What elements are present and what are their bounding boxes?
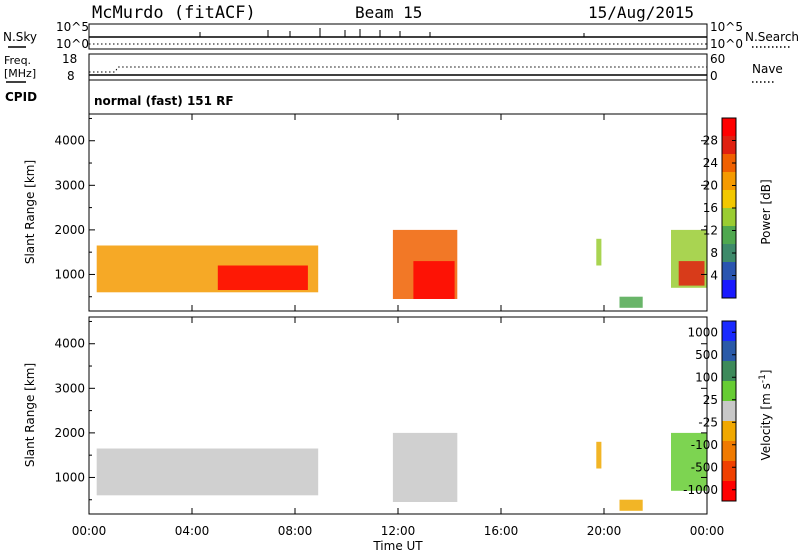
power-y-tick-label: 1000 (54, 267, 85, 281)
velocity-y-tick-label: 2000 (54, 426, 85, 440)
power-colorbar-swatch (722, 136, 736, 155)
velocity-echo-region (671, 432, 707, 491)
noise-left-tick-top: 10^5 (56, 20, 89, 34)
station-title: McMurdo (fitACF) (92, 3, 256, 23)
power-colorbar-swatch (722, 154, 736, 173)
power-echo-region (678, 261, 705, 286)
power-echo-region (217, 265, 308, 290)
power-y-axis-label: Slant Range [km] (23, 160, 37, 264)
nave-label: Nave (752, 62, 783, 76)
power-colorbar-tick-label: 8 (710, 246, 718, 260)
velocity-colorbar-tick-label: 25 (703, 393, 718, 407)
velocity-echo-region (596, 441, 602, 469)
velocity-colorbar-tick-label: -500 (691, 460, 718, 474)
power-y-tick-label: 2000 (54, 223, 85, 237)
velocity-colorbar-tick-label: 1000 (687, 325, 718, 339)
velocity-y-tick-label: 1000 (54, 470, 85, 484)
nave-tick-bottom: 0 (710, 69, 718, 83)
power-colorbar-swatch (722, 118, 736, 137)
power-colorbar-label: Power [dB] (759, 179, 773, 244)
velocity-y-tick-label: 4000 (54, 337, 85, 351)
date-title: 15/Aug/2015 (588, 3, 694, 22)
power-colorbar-tick-label: 12 (703, 224, 718, 238)
velocity-echo-region (392, 432, 458, 502)
cpid-mode: normal (fast) 151 RF (94, 94, 234, 108)
power-echo-region (619, 296, 643, 308)
power-y-tick-label: 3000 (54, 178, 85, 192)
velocity-colorbar-swatch (722, 321, 736, 342)
velocity-colorbar-swatch (722, 461, 736, 482)
velocity-colorbar-tick-label: -100 (691, 438, 718, 452)
power-colorbar-swatch (722, 208, 736, 227)
velocity-y-tick-label: 3000 (54, 381, 85, 395)
power-y-tick-label: 4000 (54, 134, 85, 148)
velocity-colorbar-tick-label: 500 (695, 348, 718, 362)
velocity-y-ticks: 1000 2000 3000 4000 (54, 317, 708, 514)
power-panel: 1000 2000 3000 4000 Slant Range [km] 4 8 12 16… (23, 113, 773, 312)
freq-unit-label: [MHz] (4, 67, 36, 80)
power-colorbar-tick-label: 16 (703, 201, 718, 215)
beam-title: Beam 15 (355, 3, 422, 22)
power-colorbar-swatch (722, 280, 736, 299)
power-colorbar-tick-label: 24 (703, 156, 718, 170)
x-tick-label: 16:00 (484, 524, 519, 538)
noise-right-tick-bottom: 10^0 (710, 37, 743, 51)
nave-tick-top: 60 (710, 52, 725, 66)
power-colorbar-tick-label: 28 (703, 134, 718, 148)
power-y-ticks: 1000 2000 3000 4000 (54, 114, 708, 311)
cpid-row: CPID normal (fast) 151 RF (5, 79, 708, 115)
velocity-colorbar-swatch (722, 401, 736, 422)
velocity-regions (96, 432, 707, 511)
noise-left-label: N.Sky (3, 30, 37, 44)
freq-label: Freq. (4, 54, 31, 67)
velocity-colorbar: 1000 500 100 25 -25 -100 -500 -1000 (683, 320, 737, 502)
power-colorbar: 4 8 12 16 20 24 28 (703, 117, 737, 299)
noise-right-tick-top: 10^5 (710, 20, 743, 34)
x-axis-label: Time UT (372, 539, 423, 553)
velocity-colorbar-swatch (722, 441, 736, 462)
x-tick-label: 08:00 (278, 524, 313, 538)
noise-spikes (199, 28, 585, 37)
power-echo-region (413, 261, 455, 299)
velocity-colorbar-swatch (722, 341, 736, 362)
velocity-echo-region (96, 448, 319, 496)
velocity-panel: 1000 2000 3000 4000 Slant Range [km] 1000 50… (23, 316, 773, 515)
power-colorbar-swatch (722, 262, 736, 281)
power-colorbar-swatch (722, 244, 736, 263)
x-tick-label: 12:00 (381, 524, 416, 538)
velocity-colorbar-swatch (722, 381, 736, 402)
x-tick-label: 00:00 (690, 524, 725, 538)
velocity-y-axis-label: Slant Range [km] (23, 363, 37, 467)
cpid-label: CPID (5, 90, 37, 104)
velocity-echo-region (619, 499, 643, 511)
velocity-colorbar-swatch (722, 481, 736, 502)
freq-panel: Freq. [MHz] 18 8 60 0 Nave (4, 52, 783, 83)
velocity-colorbar-label: Velocity [m s-1] (758, 370, 773, 461)
velocity-colorbar-frame (721, 320, 737, 502)
power-colorbar-tick-label: 4 (710, 269, 718, 283)
velocity-colorbar-tick-label: -1000 (683, 483, 718, 497)
noise-right-label: N.Search (745, 30, 799, 44)
power-colorbar-swatch (722, 226, 736, 245)
velocity-colorbar-tick-label: 100 (695, 370, 718, 384)
velocity-colorbar-swatch (722, 421, 736, 442)
freq-tick-bottom: 8 (67, 69, 75, 83)
noise-left-tick-bottom: 10^0 (56, 37, 89, 51)
noise-panel: N.Sky 10^5 10^0 10^5 10^0 N.Search (3, 20, 799, 51)
power-echo-region (596, 238, 602, 266)
power-colorbar-swatch (722, 172, 736, 191)
x-tick-label: 04:00 (175, 524, 210, 538)
freq-tick-top: 18 (62, 52, 77, 66)
velocity-colorbar-tick-label: -25 (698, 415, 718, 429)
nave-trace (89, 66, 707, 73)
velocity-colorbar-swatch (722, 361, 736, 382)
x-tick-label: 20:00 (587, 524, 622, 538)
power-regions (96, 229, 707, 308)
power-colorbar-tick-label: 20 (703, 179, 718, 193)
power-colorbar-swatch (722, 190, 736, 209)
time-axis: 00:00 04:00 08:00 12:00 16:00 20:00 00:00 (72, 524, 725, 538)
x-tick-label: 00:00 (72, 524, 107, 538)
